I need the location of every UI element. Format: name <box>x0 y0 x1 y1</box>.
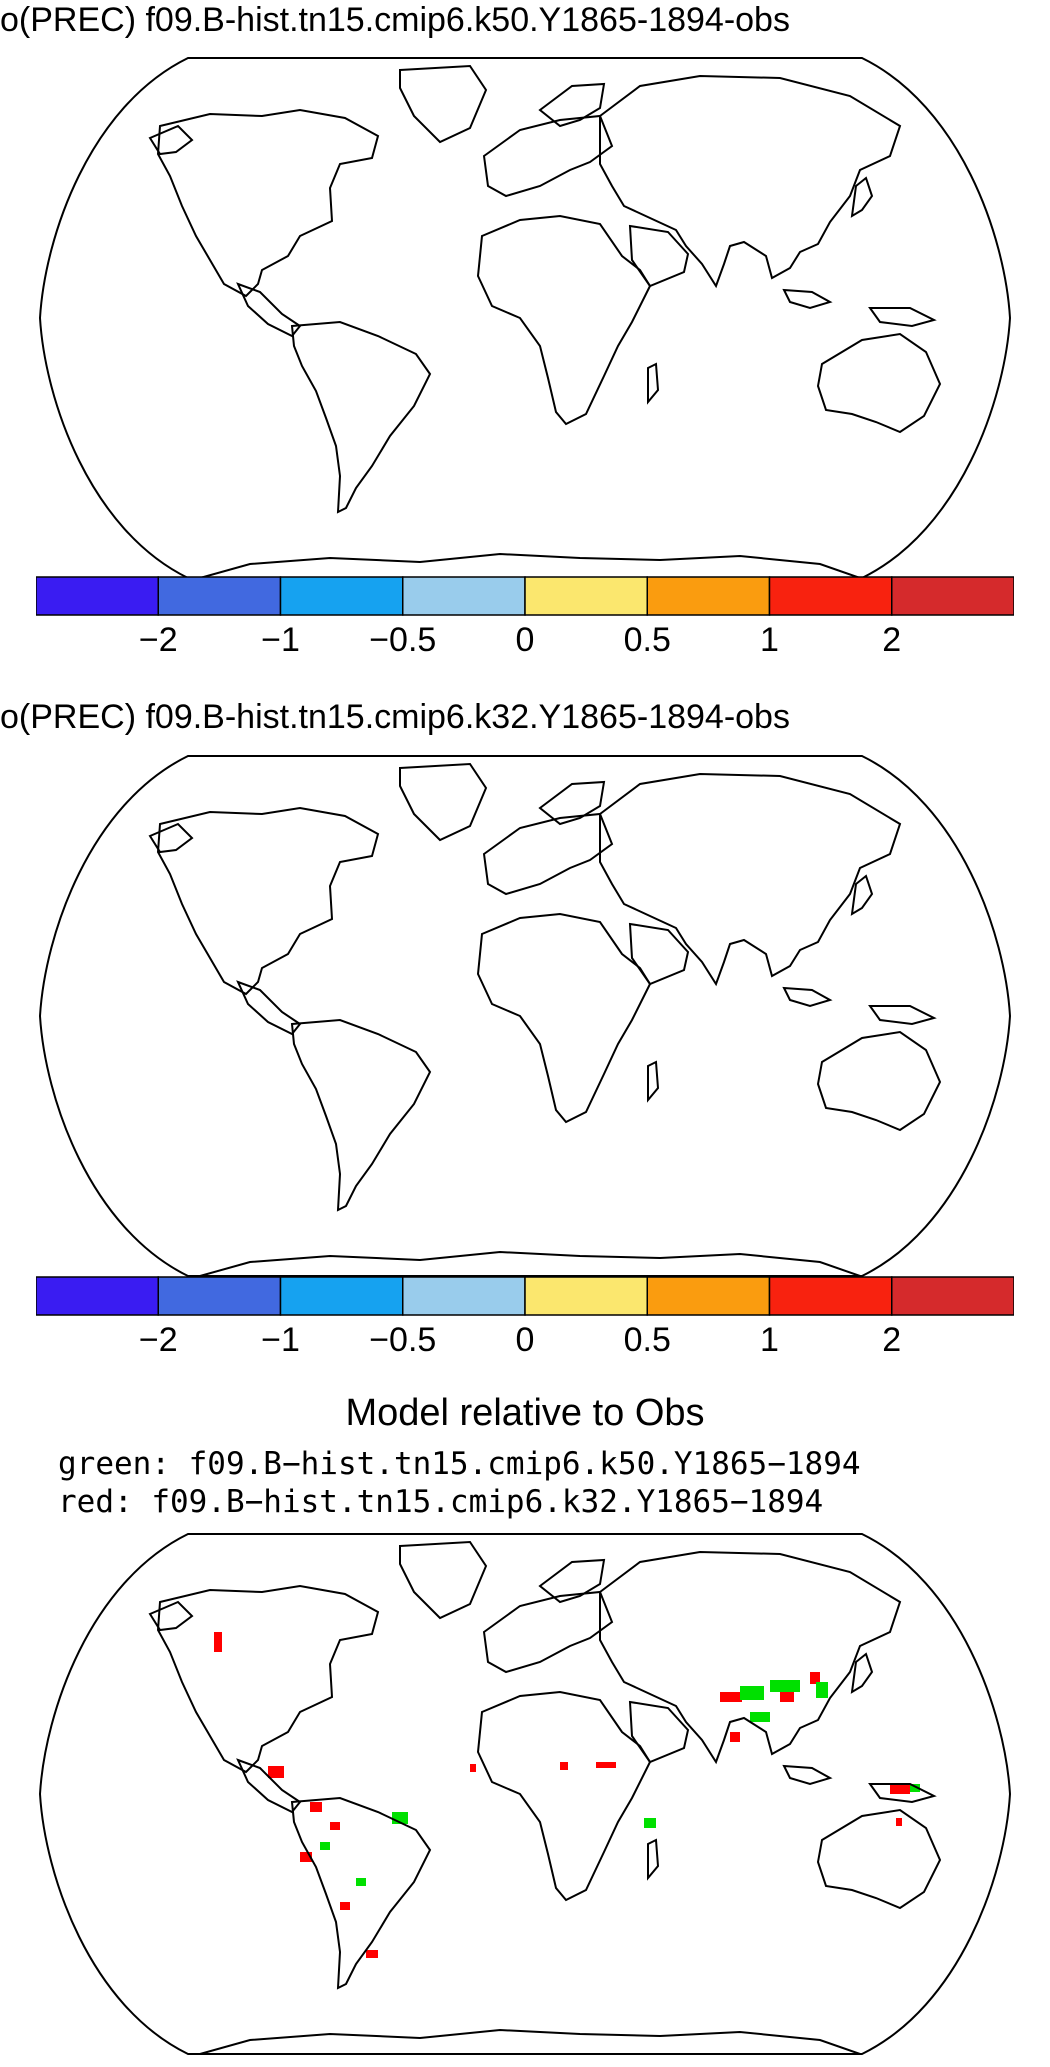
panel-2-map <box>38 755 1012 1277</box>
green-marker <box>770 1680 800 1692</box>
colorbar-swatch <box>646 1276 771 1316</box>
green-marker <box>750 1712 770 1722</box>
colorbar-swatch <box>35 1276 159 1316</box>
red-marker <box>596 1762 616 1768</box>
colorbar-swatch <box>402 1276 526 1316</box>
red-marker <box>268 1766 284 1778</box>
red-marker <box>366 1950 378 1958</box>
legend-green: green: f09.B−hist.tn15.cmip6.k50.Y1865−1… <box>58 1446 861 1482</box>
colorbar-tick-label: −2 <box>138 621 178 659</box>
colorbar-tick-label: −2 <box>138 1321 178 1359</box>
red-marker <box>560 1762 568 1770</box>
colorbar-tick-label: 0.5 <box>623 621 671 659</box>
colorbar-swatch <box>524 1276 648 1316</box>
red-marker <box>214 1632 222 1652</box>
red-marker <box>330 1822 340 1830</box>
panel-2-colorbar <box>35 1276 1015 1316</box>
panel-2-colorbar-swatches <box>35 1276 1015 1316</box>
panel-1-title: o(PREC) f09.B-hist.tn15.cmip6.k50.Y1865-… <box>0 1 790 39</box>
red-marker <box>730 1732 740 1742</box>
comparison-map <box>38 1533 1012 2055</box>
colorbar-tick-label: 0.5 <box>623 1321 671 1359</box>
green-marker <box>644 1818 656 1828</box>
red-marker <box>310 1802 322 1812</box>
colorbar-swatch <box>524 576 648 616</box>
colorbar-swatch <box>279 576 404 616</box>
colorbar-tick-label: 0 <box>515 1321 535 1359</box>
red-marker <box>300 1852 312 1862</box>
green-marker <box>816 1682 828 1698</box>
colorbar-tick-label: 2 <box>882 1321 902 1359</box>
colorbar-tick-label: −1 <box>261 621 300 659</box>
colorbar-swatch <box>279 1276 404 1316</box>
colorbar-tick-label: −1 <box>261 1321 300 1359</box>
panel-2-colorbar-ticks: −2 −1 −0.5 0 0.5 1 2 <box>0 1320 1050 1364</box>
red-marker <box>896 1818 902 1826</box>
panel-2-title: o(PREC) f09.B-hist.tn15.cmip6.k32.Y1865-… <box>0 698 790 736</box>
colorbar-swatch <box>646 576 771 616</box>
panel-1-colorbar-swatches <box>35 576 1015 616</box>
green-marker <box>910 1784 920 1792</box>
panel-1-colorbar <box>35 576 1015 616</box>
red-marker <box>720 1692 742 1702</box>
panel-2-map-frame <box>38 755 1012 1277</box>
colorbar-swatch <box>157 1276 282 1316</box>
colorbar-swatch <box>768 1276 893 1316</box>
colorbar-tick-label: 0 <box>515 621 535 659</box>
red-marker <box>470 1764 476 1772</box>
red-marker <box>780 1692 794 1702</box>
colorbar-swatch <box>35 576 159 616</box>
colorbar-swatch <box>891 1276 1015 1316</box>
colorbar-tick-label: −0.5 <box>369 1321 437 1359</box>
green-marker <box>356 1878 366 1886</box>
green-marker <box>740 1686 764 1700</box>
colorbar-tick-label: 1 <box>760 621 779 659</box>
legend-red: red: f09.B−hist.tn15.cmip6.k32.Y1865−189… <box>58 1484 824 1520</box>
colorbar-tick-label: 2 <box>882 621 902 659</box>
red-marker <box>340 1902 350 1910</box>
green-marker <box>320 1842 330 1850</box>
panel-1-colorbar-ticks: −2 −1 −0.5 0 0.5 1 2 <box>0 620 1050 664</box>
comparison-markers <box>214 1632 920 1958</box>
red-marker <box>810 1672 820 1684</box>
colorbar-swatch <box>891 576 1015 616</box>
colorbar-tick-label: 1 <box>760 1321 779 1359</box>
comparison-heading: Model relative to Obs <box>345 1392 705 1434</box>
colorbar-swatch <box>402 576 526 616</box>
panel-1-map <box>38 57 1012 579</box>
red-marker <box>890 1784 910 1794</box>
colorbar-swatch <box>157 576 282 616</box>
colorbar-swatch <box>768 576 893 616</box>
colorbar-tick-label: −0.5 <box>369 621 437 659</box>
